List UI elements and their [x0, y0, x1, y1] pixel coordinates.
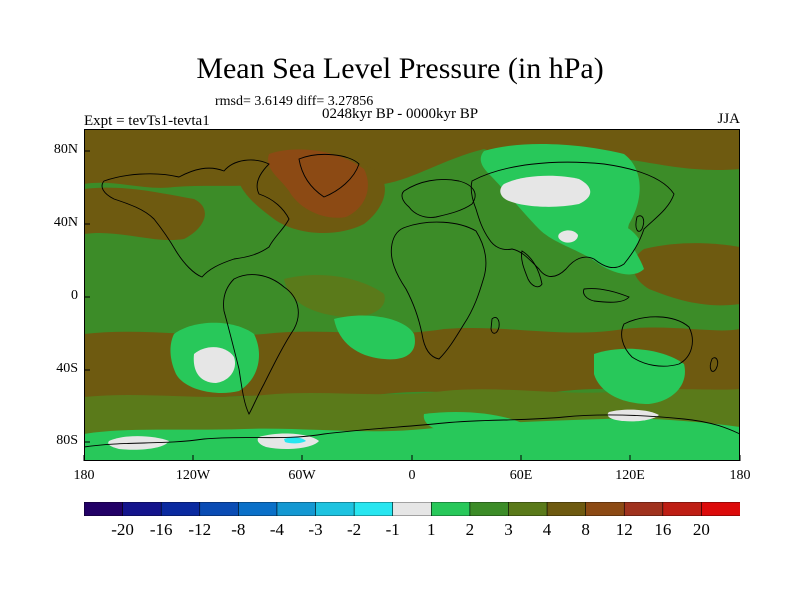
x-tick-60e: 60E [509, 468, 533, 483]
x-tick-0: 0 [408, 468, 416, 483]
colorbar-label: 20 [692, 520, 710, 539]
colorbar-swatch-12 [546, 502, 587, 516]
field-equatorial-olive [284, 274, 385, 318]
y-tick-0: 0 [71, 288, 78, 303]
coast-north-america [101, 159, 290, 278]
colorbar-swatch-11 [508, 502, 548, 516]
colorbar-label: -4 [269, 520, 285, 539]
stats-text: rmsd= 3.6149 diff= 3.27856 [215, 94, 374, 109]
field-greenland-red [268, 149, 368, 218]
colorbar-swatch-1 [122, 502, 162, 516]
field-pacific-white [193, 347, 236, 383]
x-tick-120w: 120W [175, 468, 211, 483]
colorbar-swatch-4 [238, 502, 278, 516]
colorbar-label: 12 [615, 520, 633, 539]
coast-europe [401, 179, 476, 218]
colorbar-swatch-5 [276, 502, 317, 516]
x-tick-120e: 120E [615, 468, 645, 483]
colorbar-label: 16 [654, 520, 672, 539]
field-antarctic-cyan [284, 437, 306, 444]
coast-south-america [223, 274, 299, 415]
colorbar-label: 4 [542, 520, 552, 539]
colorbar-label: -2 [347, 520, 362, 539]
colorbar-label: -20 [111, 520, 134, 539]
coast-madagascar [490, 316, 500, 334]
period-label: 0248kyr BP - 0000kyr BP [322, 106, 479, 122]
x-tick-180e: 180 [729, 468, 751, 483]
pressure-map [84, 129, 740, 461]
coast-greenland [298, 154, 360, 198]
y-tick-40s: 40S [56, 361, 78, 376]
coast-indonesia [583, 288, 630, 303]
field-east-asia-green [583, 221, 639, 256]
field-siberia-white [500, 175, 591, 207]
colorbar-swatch-0 [84, 502, 124, 516]
field-indian-green [594, 348, 685, 404]
colorbar-label: -16 [149, 520, 173, 539]
coast-india [521, 250, 543, 288]
colorbar-swatch-7 [353, 502, 394, 516]
colorbar-swatch-10 [469, 502, 510, 516]
field-south-atlantic-green [334, 315, 415, 360]
coast-africa [390, 221, 487, 360]
y-tick-40n: 40N [53, 215, 78, 230]
colorbar-label: 8 [581, 520, 590, 539]
coast-japan [635, 215, 645, 232]
coast-new-zealand [709, 357, 719, 372]
colorbar-swatch-9 [430, 502, 471, 516]
colorbar-swatch-2 [160, 502, 201, 516]
colorbar-swatch-13 [585, 502, 625, 516]
coast-asia [470, 161, 675, 277]
colorbar-swatch-16 [701, 502, 740, 516]
colorbar-swatch-6 [315, 502, 355, 516]
chart-title: Mean Sea Level Pressure (in hPa) [196, 52, 604, 85]
coastlines [84, 154, 740, 448]
field-antarctic-green-2 [423, 412, 524, 436]
field-pacific-brown [84, 187, 205, 241]
colorbar-swatch-15 [662, 502, 703, 516]
coast-antarctica [84, 414, 740, 448]
colorbar [84, 502, 740, 516]
colorbar-swatch-3 [199, 502, 239, 516]
colorbar-label: -1 [385, 520, 400, 539]
experiment-label: Expt = tevTs1-tevta1 [84, 113, 210, 129]
x-tick-60w: 60W [288, 468, 316, 483]
colorbar-swatch-8 [392, 502, 432, 516]
field-asia-white-small [558, 230, 578, 243]
field-pacific-brown-east [633, 243, 740, 306]
coast-australia [621, 316, 693, 367]
y-tick-80n: 80N [53, 142, 78, 157]
field-antarctic-green [84, 418, 740, 461]
colorbar-label: -12 [188, 520, 212, 539]
colorbar-label: -3 [308, 520, 323, 539]
colorbar-swatch-14 [623, 502, 664, 516]
colorbar-label: 2 [465, 520, 475, 539]
colorbar-label: 3 [504, 520, 513, 539]
y-tick-80s: 80S [56, 433, 78, 448]
colorbar-label: 1 [427, 520, 436, 539]
colorbar-label: -8 [231, 520, 246, 539]
x-tick-180w: 180 [73, 468, 95, 483]
season-label: JJA [717, 111, 740, 127]
